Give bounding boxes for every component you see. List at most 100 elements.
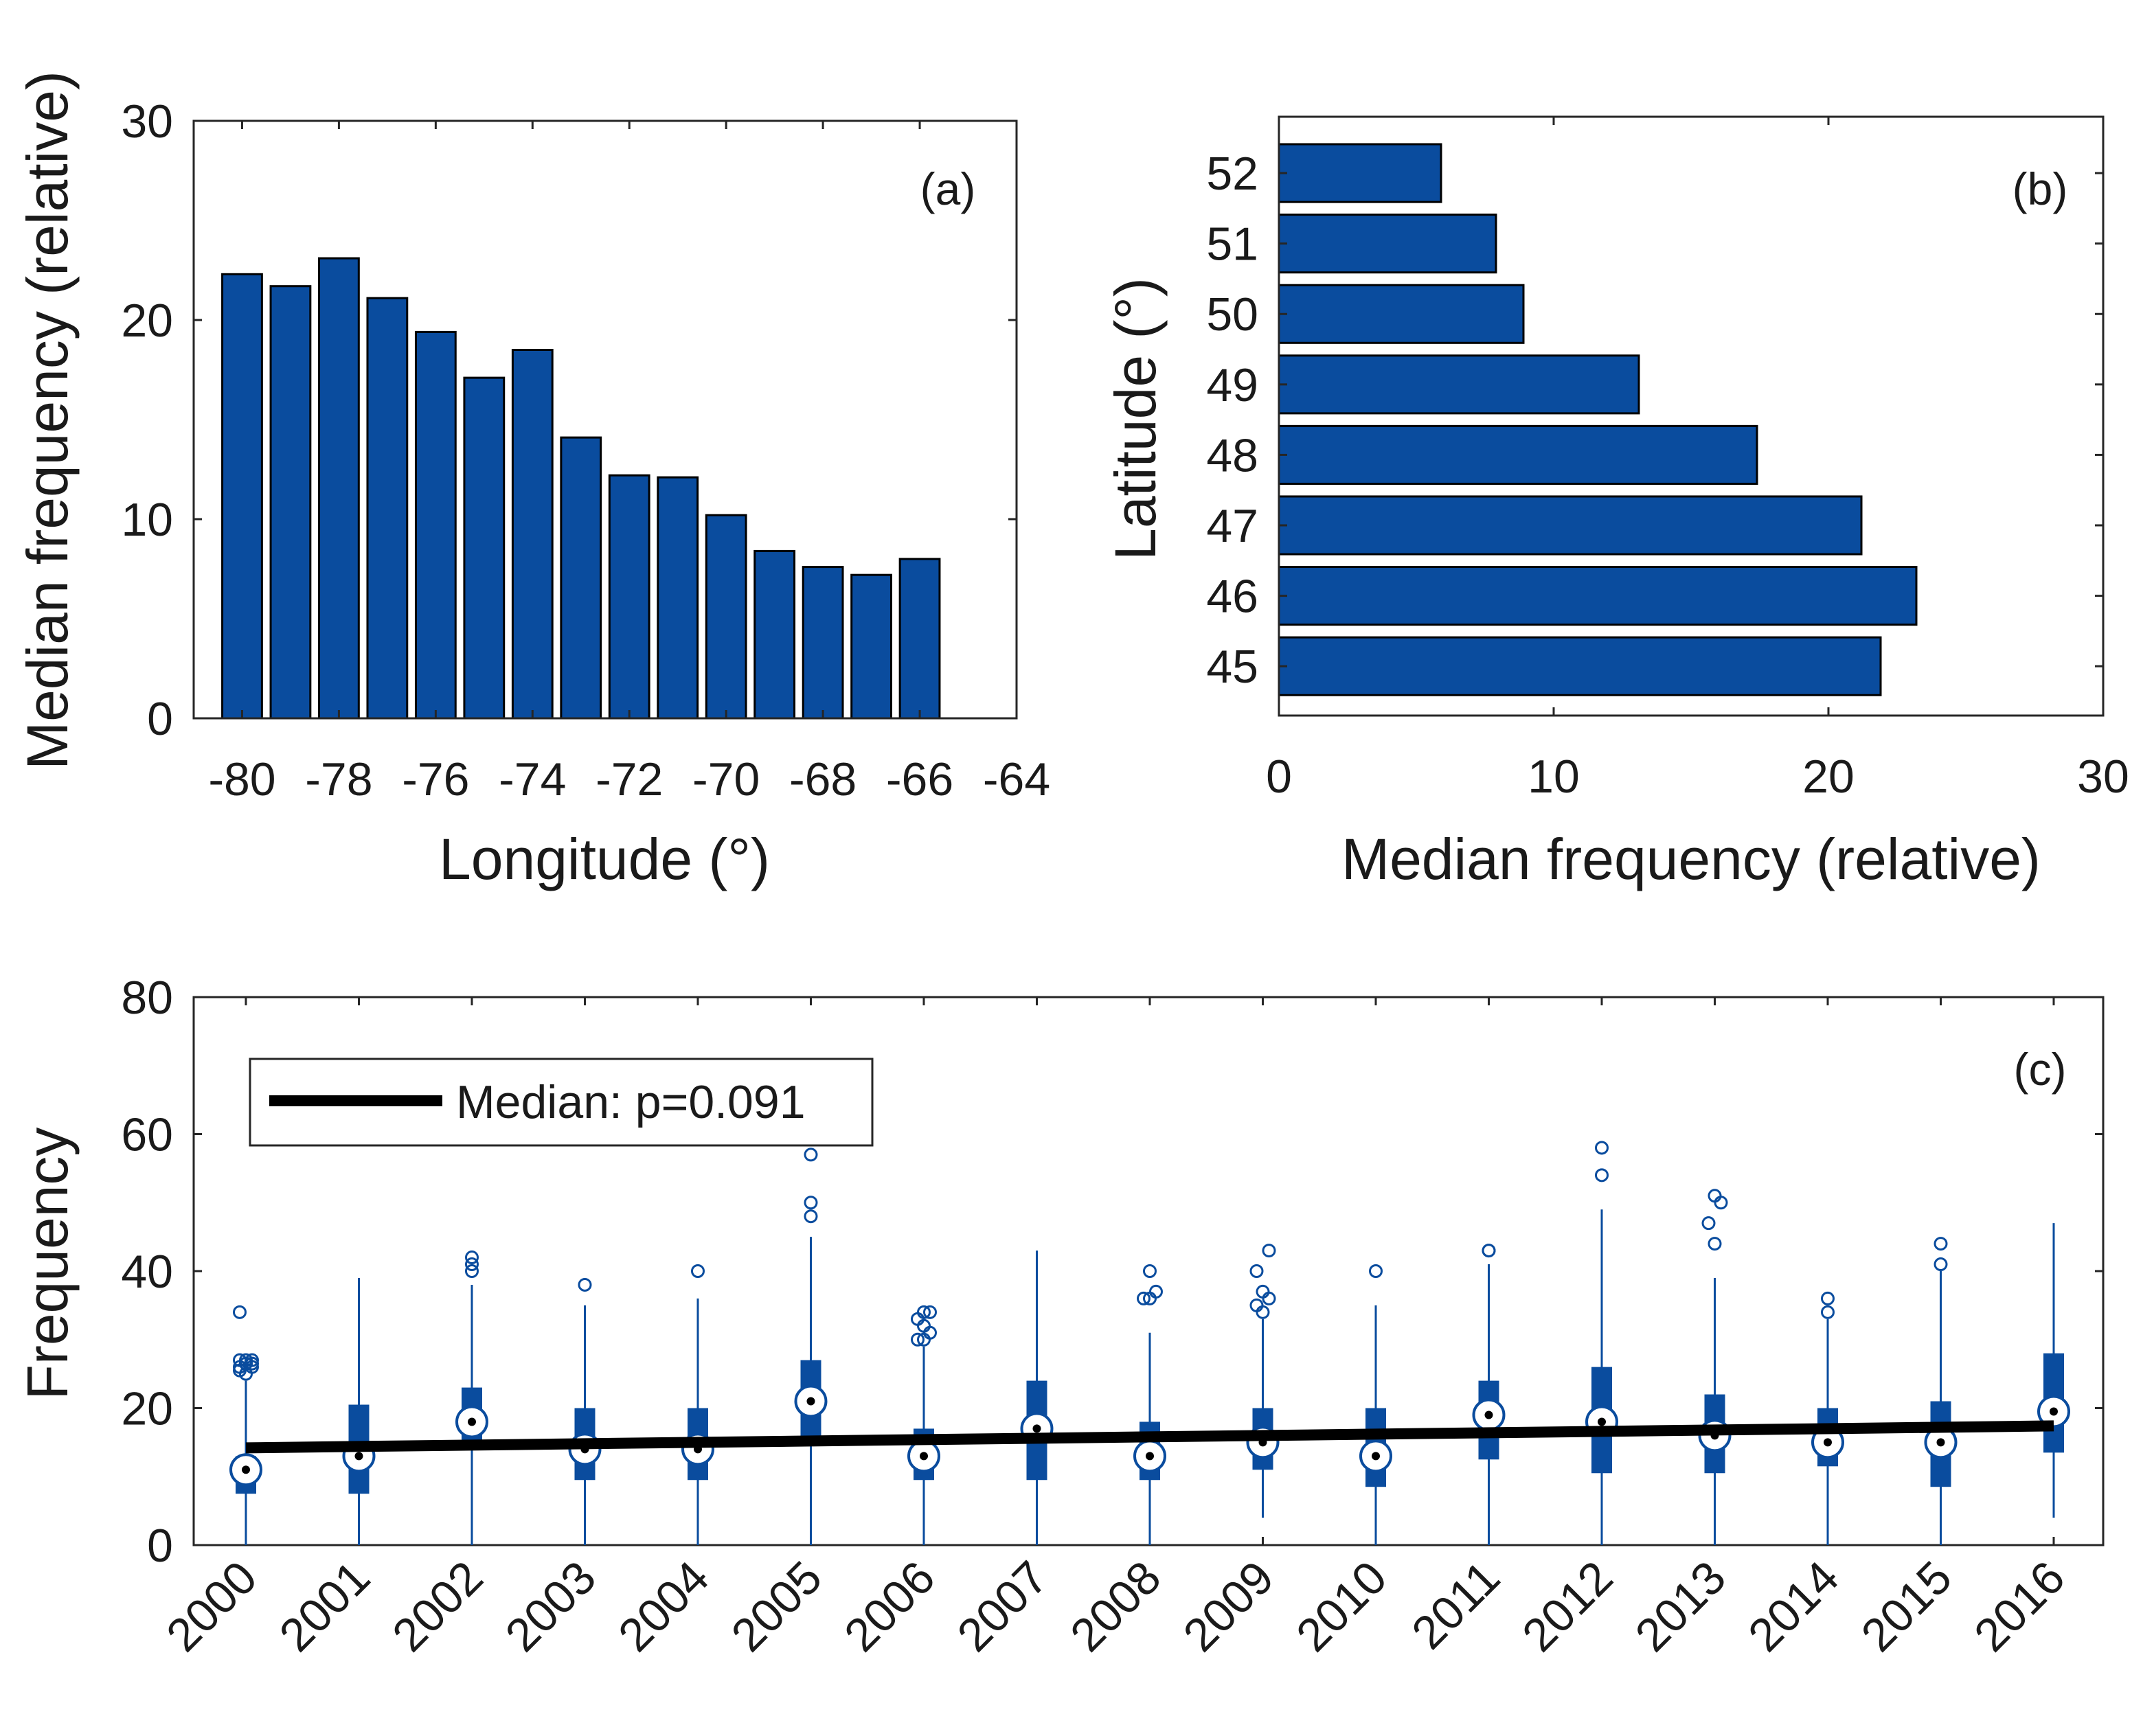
- panel-c-boxplots: [229, 1141, 2070, 1545]
- bar-lon--78: [318, 257, 360, 720]
- outlier: [239, 1353, 253, 1367]
- y-tick-label-b: 45: [1206, 641, 1258, 693]
- legend-label: Median: p=0.091: [456, 1076, 806, 1128]
- outlier: [1708, 1189, 1722, 1203]
- y-tick-label-b: 51: [1206, 218, 1258, 271]
- y-tick-label-c: 60: [121, 1109, 173, 1161]
- panel-a-chart: -80 -78 -76 -74 -72 -70 -68 -66 -64 0 10 20 30 (a) L…: [15, 71, 1050, 891]
- x-tick-label-c: 2003: [495, 1551, 606, 1662]
- bar-lon--67: [850, 573, 892, 720]
- x-tick-label-c: 2004: [609, 1551, 719, 1662]
- y-tick-label-a: 20: [121, 295, 173, 347]
- boxplot-2003: [568, 1277, 602, 1545]
- boxplot-2004: [681, 1264, 714, 1545]
- median-dot: [1146, 1452, 1154, 1461]
- outlier: [465, 1250, 479, 1265]
- y-tick-label-b: 49: [1206, 359, 1258, 411]
- outlier: [1934, 1237, 1948, 1251]
- bar-lon--77: [366, 297, 409, 720]
- outlier: [911, 1332, 925, 1347]
- bar-lon--69: [753, 549, 796, 720]
- median-dot: [1372, 1452, 1380, 1461]
- boxplot-2014: [1811, 1291, 1844, 1545]
- outlier: [804, 1147, 818, 1162]
- outlier: [917, 1305, 931, 1319]
- y-tick-label-a: 0: [147, 693, 173, 745]
- panel-a-bars: [221, 257, 941, 720]
- bar-lat-51: [1278, 214, 1497, 274]
- median-dot: [354, 1452, 363, 1461]
- panel-a-xlabel: Longitude (°): [439, 827, 770, 891]
- x-tick-label-a: -66: [886, 753, 953, 806]
- x-tick-label-c: 2006: [835, 1551, 945, 1662]
- x-tick-label-a: -72: [596, 753, 663, 806]
- boxplot-2011: [1472, 1244, 1506, 1545]
- panel-b-label: (b): [2013, 163, 2068, 214]
- panel-b-axes-frame: [1278, 115, 2105, 717]
- x-tick-label-a: -80: [208, 753, 275, 806]
- x-tick-label-c: 2009: [1173, 1551, 1284, 1662]
- y-tick-label-c: 40: [121, 1246, 173, 1298]
- outlier: [233, 1305, 247, 1319]
- boxplot-2007: [1020, 1250, 1054, 1545]
- x-tick-label-c: 2001: [269, 1551, 380, 1662]
- bar-lon--68: [802, 566, 844, 720]
- bar-lon--79: [269, 285, 312, 720]
- panel-a-ticks: -80 -78 -76 -74 -72 -70 -68 -66 -64 0 10 20 30: [121, 95, 1050, 806]
- outlier: [691, 1264, 705, 1278]
- boxplot-2002: [455, 1250, 488, 1545]
- median-dot: [806, 1397, 815, 1406]
- x-tick-label-a: -74: [499, 753, 566, 806]
- panel-b-ticks: 0 10 20 30 45 46 47 48 49 50 51 52: [1206, 117, 2129, 803]
- outlier: [1821, 1305, 1835, 1319]
- y-tick-label-c: 0: [147, 1520, 173, 1572]
- x-tick-label-a: -68: [789, 753, 857, 806]
- boxplot-2015: [1924, 1237, 1958, 1545]
- bar-lon--72: [608, 474, 650, 720]
- panel-b-chart: 0 10 20 30 45 46 47 48 49 50 51 52 (b) Median frequ…: [1103, 115, 2129, 891]
- boxplot-2006: [907, 1305, 940, 1545]
- outlier: [1249, 1298, 1264, 1312]
- bar-lon--76: [414, 330, 457, 720]
- y-tick-label-a: 30: [121, 95, 173, 148]
- boxplot-2005: [794, 1147, 828, 1545]
- outlier: [923, 1305, 937, 1319]
- bar-lat-45: [1278, 636, 1882, 696]
- bar-lon--80: [221, 273, 263, 720]
- outlier: [1701, 1216, 1716, 1231]
- outlier: [1256, 1284, 1270, 1299]
- y-tick-label-b: 50: [1206, 288, 1258, 341]
- bar-lat-47: [1278, 495, 1863, 556]
- x-tick-label-c: 2012: [1512, 1551, 1623, 1662]
- outlier: [1143, 1264, 1157, 1278]
- x-tick-label-b: 10: [1528, 751, 1580, 803]
- x-tick-label-b: 0: [1266, 751, 1292, 803]
- x-tick-label-b: 20: [1802, 751, 1855, 803]
- bar-lat-49: [1278, 354, 1640, 415]
- boxplot-2000: [229, 1305, 262, 1545]
- x-tick-label-c: 2014: [1738, 1551, 1849, 1662]
- x-tick-label-c: 2007: [947, 1551, 1058, 1662]
- panel-a-axes-frame: [192, 119, 1018, 720]
- x-tick-label-a: -78: [305, 753, 372, 806]
- bar-lon--66: [898, 558, 941, 720]
- panel-c-ylabel: Frequency: [15, 1128, 80, 1400]
- x-tick-label-c: 2008: [1061, 1551, 1171, 1662]
- outlier: [1369, 1264, 1383, 1278]
- bar-lon--70: [705, 514, 747, 720]
- x-tick-label-c: 2016: [1964, 1551, 2075, 1662]
- x-tick-label-c: 2011: [1402, 1551, 1510, 1659]
- bar-lat-46: [1278, 566, 1918, 626]
- bar-lat-50: [1278, 284, 1525, 344]
- boxplot-2010: [1359, 1264, 1392, 1545]
- x-tick-label-c: 2010: [1286, 1551, 1397, 1662]
- y-tick-label-b: 48: [1206, 429, 1258, 481]
- outlier: [1249, 1264, 1264, 1278]
- panel-b-ylabel: Latitude (°): [1103, 277, 1168, 560]
- outlier: [1595, 1168, 1609, 1183]
- bar-lat-52: [1278, 143, 1442, 203]
- x-tick-label-c: 2015: [1851, 1551, 1962, 1662]
- outlier: [465, 1257, 479, 1272]
